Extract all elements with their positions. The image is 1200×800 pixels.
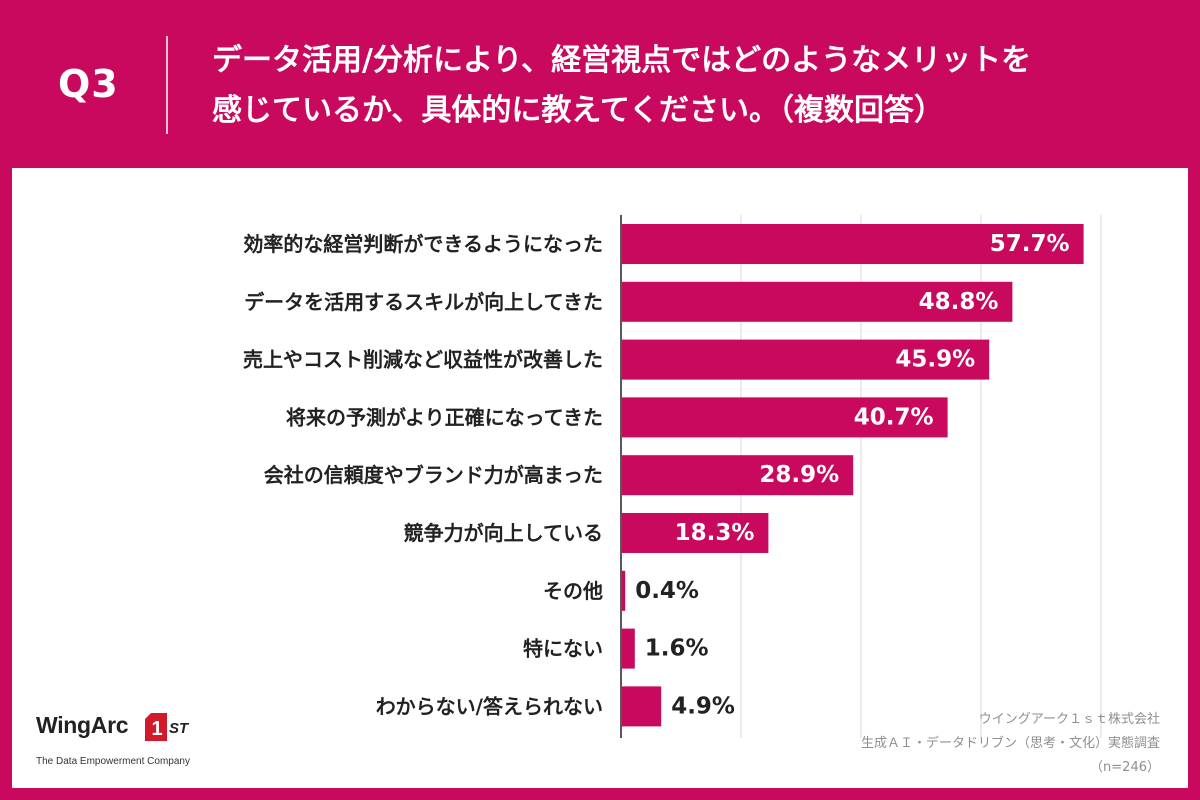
bar — [622, 570, 626, 611]
bar — [622, 224, 1084, 264]
bar — [622, 397, 948, 438]
question-title-line-1: データ活用/分析により、経営視点ではどのようなメリットを — [212, 43, 1032, 78]
source-survey: 生成ＡＩ・データドリブン（思考・文化）実態調査 — [860, 736, 1160, 751]
value-label: 28.9% — [759, 462, 839, 488]
source-company: ウイングアーク１ｓｔ株式会社 — [978, 712, 1160, 727]
category-label: 将来の予測がより正確になってきた — [286, 405, 603, 429]
bar — [622, 513, 769, 553]
category-label: 会社の信頼度やブランド力が高まった — [264, 463, 603, 487]
header-divider — [166, 36, 168, 134]
category-label: 売上やコスト削減など収益性が改善した — [243, 348, 603, 372]
value-label: 4.9% — [671, 693, 735, 719]
question-title: データ活用/分析により、経営視点ではどのようなメリットを 感じているか、具体的に… — [212, 36, 1187, 136]
logo-badge-text: 1 — [151, 718, 162, 740]
source-note: ウイングアーク１ｓｔ株式会社 生成ＡＩ・データドリブン（思考・文化）実態調査 （… — [861, 708, 1160, 780]
value-label: 57.7% — [990, 231, 1070, 257]
category-label: その他 — [543, 579, 603, 603]
category-label: 競争力が向上している — [404, 521, 603, 545]
logo-wordmark: WingArc — [36, 712, 129, 738]
source-sample-size: （n=246） — [1090, 760, 1160, 775]
value-label: 0.4% — [635, 578, 699, 604]
bar — [622, 686, 662, 727]
question-number: Q3 — [58, 62, 119, 106]
chart-panel: 効率的な経営判断ができるようになった 57.7% データを活用するスキルが向上してき… — [12, 168, 1188, 788]
logo-badge-icon: 1 — [145, 713, 167, 741]
logo-suffix: ST — [169, 720, 189, 737]
value-label: 18.3% — [675, 520, 755, 546]
question-title-line-2: 感じているか、具体的に教えてください。（複数回答） — [212, 93, 944, 128]
category-label: 特にない — [523, 637, 603, 661]
question-header: Q3 データ活用/分析により、経営視点ではどのようなメリットを 感じているか、具… — [0, 0, 1200, 168]
value-label: 45.9% — [895, 347, 975, 373]
bar — [622, 455, 854, 496]
value-label: 48.8% — [919, 289, 999, 315]
logo-tagline: The Data Empowerment Company — [36, 756, 190, 767]
category-label: 効率的な経営判断ができるようになった — [243, 232, 603, 256]
bar-chart: 効率的な経営判断ができるようになった 57.7% データを活用するスキルが向上してき… — [243, 215, 1102, 738]
company-logo: WingArc 1 ST The Data Empowerment Compan… — [36, 712, 206, 776]
bar — [622, 339, 990, 380]
value-label: 1.6% — [645, 636, 709, 662]
bar — [622, 628, 635, 669]
value-label: 40.7% — [854, 404, 934, 430]
bar — [622, 281, 1013, 322]
category-label: わからない/答えられない — [376, 694, 603, 718]
category-label: データを活用するスキルが向上してきた — [244, 290, 603, 314]
